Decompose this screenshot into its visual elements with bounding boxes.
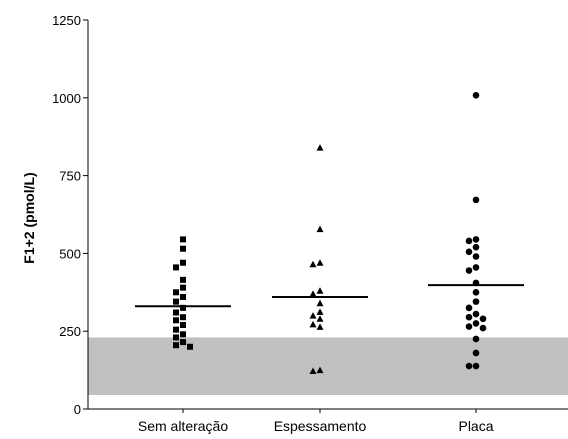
y-tick-label: 1000 (52, 91, 81, 106)
data-point-square (173, 264, 179, 271)
data-point-triangle (316, 308, 324, 315)
data-point-square (173, 334, 179, 341)
data-point-circle (465, 304, 473, 312)
data-point-triangle (309, 260, 317, 268)
data-point-square (173, 289, 179, 296)
data-point-triangle (316, 225, 324, 233)
data-point-circle (465, 237, 473, 245)
y-tick-label: 500 (59, 246, 81, 261)
data-point-circle (472, 264, 480, 271)
data-point-circle (479, 315, 487, 323)
data-point-square (180, 304, 186, 311)
y-tick-label: 1250 (52, 13, 81, 28)
y-tick-label: 0 (74, 402, 81, 417)
data-point-triangle (316, 287, 324, 294)
data-point-circle (465, 248, 473, 256)
data-point-triangle (316, 366, 324, 374)
data-point-circle (472, 298, 480, 305)
data-point-square (173, 317, 179, 324)
x-category-label: Espessamento (274, 418, 367, 434)
data-point-circle (465, 267, 473, 274)
data-point-circle (465, 362, 473, 370)
data-point-triangle (309, 367, 317, 375)
data-point-circle (472, 310, 480, 318)
data-point-square (180, 236, 186, 243)
data-point-circle (472, 92, 480, 99)
data-point-square (180, 259, 186, 266)
data-point-triangle (309, 290, 317, 297)
data-point-circle (479, 324, 487, 332)
data-point-circle (472, 236, 480, 243)
data-point-triangle (316, 315, 324, 322)
data-point-square (173, 298, 179, 305)
data-point-triangle (316, 323, 324, 330)
data-point-square (180, 339, 186, 346)
data-point-square (180, 314, 186, 321)
reference-band (88, 337, 568, 395)
x-category-label: Placa (458, 418, 493, 434)
data-point-circle (465, 323, 473, 330)
data-point-circle (472, 253, 480, 260)
y-axis-label: F1+2 (pmol/L) (21, 172, 37, 263)
data-point-triangle (316, 144, 324, 151)
x-category-label: Sem alteração (138, 418, 228, 434)
data-point-square (180, 293, 186, 300)
y-tick-label: 250 (59, 324, 81, 339)
data-point-circle (472, 196, 480, 204)
data-point-triangle (309, 320, 317, 328)
y-tick-label: 750 (59, 169, 81, 184)
data-point-circle (472, 349, 480, 357)
data-point-circle (472, 335, 480, 343)
data-point-circle (472, 289, 480, 296)
data-point-square (187, 343, 193, 350)
data-point-circle (472, 243, 480, 251)
data-point-circle (472, 320, 480, 327)
data-point-triangle (309, 312, 317, 319)
data-point-square (173, 309, 179, 316)
data-point-square (173, 342, 179, 349)
data-point-square (173, 326, 179, 333)
data-point-circle (472, 362, 480, 370)
data-point-triangle (316, 259, 324, 266)
data-point-square (180, 331, 186, 338)
data-point-square (180, 321, 186, 328)
data-point-circle (465, 313, 473, 321)
data-point-triangle (316, 299, 324, 307)
data-point-square (180, 284, 186, 291)
data-point-square (180, 276, 186, 283)
data-point-square (180, 245, 186, 252)
